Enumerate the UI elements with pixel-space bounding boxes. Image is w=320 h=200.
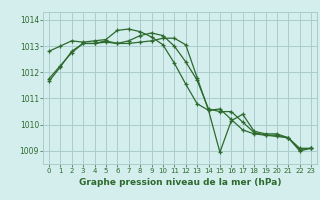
X-axis label: Graphe pression niveau de la mer (hPa): Graphe pression niveau de la mer (hPa) xyxy=(79,178,281,187)
